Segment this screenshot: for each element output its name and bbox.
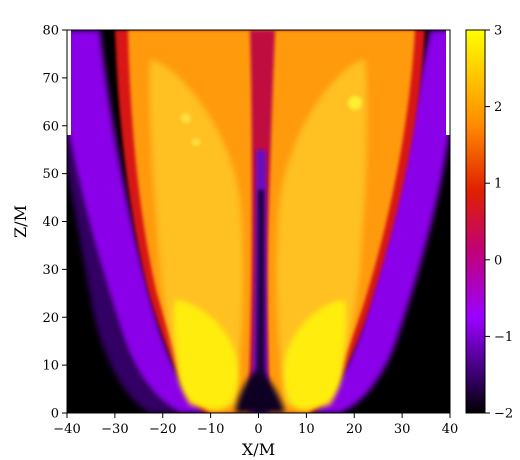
bright-spot-right <box>348 96 362 110</box>
y-tick-label: 70 <box>42 71 59 86</box>
x-tick-label: −20 <box>149 422 176 437</box>
y-tick-label: 10 <box>42 359 59 374</box>
central-spine-dark <box>256 190 265 413</box>
y-tick-label: 80 <box>42 24 59 39</box>
left-lobe-peak <box>173 300 239 410</box>
y-tick-label: 20 <box>42 311 59 326</box>
x-axis-ticks: −40 −30 −20 −10 0 10 20 30 40 <box>53 413 458 437</box>
colorbar-tick-label: −1 <box>494 330 513 345</box>
x-tick-label: −10 <box>197 422 224 437</box>
y-axis-ticks: 0 10 20 30 40 50 60 70 80 <box>42 24 67 422</box>
domain-mask-right <box>446 30 450 135</box>
x-tick-label: −30 <box>101 422 128 437</box>
colorbar-tick-label: 2 <box>494 100 502 115</box>
y-axis-label: Z/M <box>11 205 30 238</box>
colorbar-tick-label: −2 <box>494 407 513 422</box>
x-tick-label: 40 <box>442 422 459 437</box>
y-tick-label: 60 <box>42 119 59 134</box>
x-tick-label: 30 <box>394 422 411 437</box>
y-tick-label: 50 <box>42 167 59 182</box>
bright-spot-left-1 <box>181 113 191 123</box>
y-tick-label: 40 <box>42 215 59 230</box>
y-tick-label: 0 <box>51 407 59 422</box>
base-gap <box>235 370 285 413</box>
bright-spot-left-2 <box>192 138 200 146</box>
colorbar-tick-label: 1 <box>494 177 502 192</box>
x-tick-label: −40 <box>53 422 80 437</box>
colorbar-tick-label: 0 <box>494 253 502 268</box>
left-lobe-core <box>149 60 244 405</box>
x-axis-label: X/M <box>242 440 275 459</box>
right-lobe-peak <box>283 300 347 410</box>
colorbar: 3 2 1 0 −1 −2 <box>465 24 513 422</box>
y-tick-label: 30 <box>42 263 59 278</box>
x-tick-label: 20 <box>346 422 363 437</box>
colorbar-ticks: 3 2 1 0 −1 −2 <box>485 24 513 422</box>
colorbar-tick-label: 3 <box>494 24 502 39</box>
heatmap-image <box>67 30 450 413</box>
domain-mask-left <box>67 30 71 135</box>
x-tick-label: 0 <box>254 422 262 437</box>
x-tick-label: 10 <box>298 422 315 437</box>
outer-sheath-dark <box>67 130 180 413</box>
colorbar-gradient <box>465 29 486 414</box>
